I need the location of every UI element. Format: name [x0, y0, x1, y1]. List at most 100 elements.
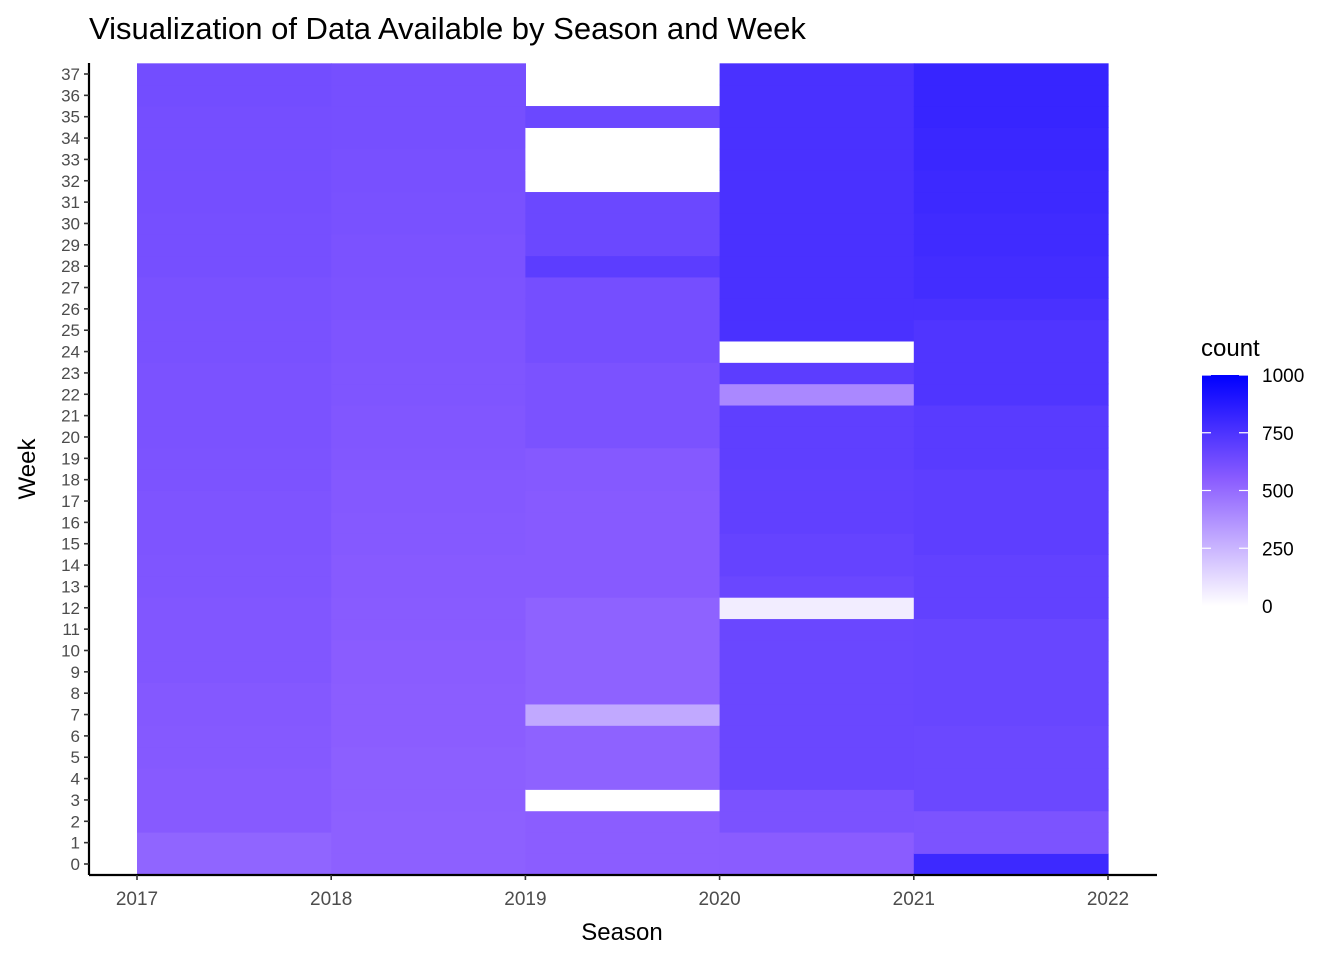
y-axis: 0123456789101112131415161718192021222324… [61, 63, 91, 875]
heatmap-tile [719, 447, 915, 470]
heatmap-tile [331, 212, 526, 235]
legend-tick-label: 1000 [1262, 366, 1304, 387]
heatmap-tile [137, 618, 332, 641]
heatmap-tile [331, 533, 526, 555]
heatmap-tile [137, 789, 332, 812]
y-tick-label: 30 [61, 214, 80, 233]
heatmap-tile [913, 148, 1109, 171]
heatmap-tile [331, 639, 526, 662]
heatmap-tile [331, 767, 526, 790]
y-tick-label: 7 [71, 706, 80, 725]
legend-tick-label: 0 [1262, 597, 1273, 618]
heatmap-tile [719, 298, 915, 321]
y-tick-label: 25 [61, 321, 80, 340]
heatmap-tile [913, 746, 1109, 769]
heatmap-tile [331, 490, 526, 513]
heatmap-tile [331, 383, 526, 406]
heatmap-tile [137, 63, 332, 86]
y-tick-label: 4 [71, 770, 80, 789]
chart-title: Visualization of Data Available by Seaso… [89, 11, 806, 46]
y-tick-label: 5 [71, 748, 80, 767]
heatmap-tile [137, 767, 332, 790]
heatmap-tile [525, 319, 721, 342]
x-tick-label: 2017 [116, 889, 158, 910]
heatmap-tile [137, 597, 332, 620]
y-tick-label: 24 [61, 343, 80, 362]
heatmap-tile [525, 383, 721, 406]
heatmap-tile [331, 575, 526, 598]
heatmap-tile [913, 725, 1109, 748]
heatmap-tile [331, 789, 526, 812]
heatmap-tile [719, 426, 915, 449]
heatmap-tile [913, 703, 1109, 726]
heatmap-tile [913, 298, 1109, 321]
heatmap-tile [137, 661, 332, 684]
y-axis-label: Week [14, 438, 41, 500]
y-tick-label: 33 [61, 150, 80, 169]
y-tick-label: 11 [62, 620, 80, 639]
heatmap-tile [137, 127, 332, 150]
x-tick-label: 2022 [1087, 889, 1129, 910]
heatmap-tile [525, 575, 721, 598]
y-tick-label: 3 [71, 791, 80, 810]
heatmap-tile [719, 554, 915, 577]
legend-tick-label: 500 [1262, 482, 1294, 503]
heatmap-tile [525, 703, 721, 726]
y-tick-label: 28 [61, 257, 80, 276]
heatmap-tile [913, 212, 1109, 235]
heatmap-tile [913, 490, 1109, 513]
heatmap-tile [719, 511, 915, 534]
y-tick-label: 26 [61, 300, 80, 319]
y-tick-label: 31 [61, 193, 80, 212]
x-tick-label: 2021 [893, 889, 935, 910]
legend-title: count [1201, 335, 1260, 362]
heatmap-tile [719, 469, 915, 491]
y-tick-label: 29 [61, 236, 80, 255]
heatmap-tile [719, 212, 915, 235]
heatmap-tile [331, 319, 526, 342]
heatmap-tile [525, 212, 721, 235]
heatmap-tile [913, 319, 1109, 342]
heatmap-tile [137, 191, 332, 214]
heatmap-tile [913, 191, 1109, 214]
heatmap-tile [525, 404, 721, 427]
heatmap-tile [137, 575, 332, 598]
heatmap-tile [913, 404, 1109, 427]
heatmap-tile [719, 490, 915, 513]
heatmap-tile [913, 362, 1109, 385]
heatmap-tile [525, 276, 721, 299]
heatmap-tile [525, 426, 721, 449]
heatmap-tile [331, 618, 526, 641]
heatmap-tile [331, 682, 526, 705]
heatmap-tile [331, 597, 526, 620]
heatmap-tile [137, 276, 332, 299]
heatmap-tile [137, 725, 332, 748]
heatmap-tile [137, 212, 332, 235]
heatmap-tile [137, 383, 332, 406]
heatmap-tile [331, 426, 526, 449]
heatmap-tile [137, 298, 332, 321]
heatmap-tile [331, 554, 526, 577]
heatmap-tile [525, 447, 721, 470]
heatmap-tile [719, 404, 915, 427]
heatmap-tile [913, 853, 1109, 876]
heatmap-tile [331, 469, 526, 491]
heatmap-tile [331, 276, 526, 299]
heatmap-tile [331, 84, 526, 107]
y-tick-label: 37 [61, 65, 80, 84]
y-tick-label: 2 [71, 812, 80, 831]
heatmap-tile [331, 191, 526, 214]
heatmap-tile [913, 469, 1109, 491]
y-tick-label: 1 [71, 834, 80, 853]
heatmap-tiles [137, 63, 1109, 876]
heatmap-tile [137, 490, 332, 513]
heatmap-tile [719, 362, 915, 385]
heatmap-tile [719, 106, 915, 128]
y-tick-label: 27 [61, 279, 80, 298]
x-tick-label: 2019 [504, 889, 546, 910]
heatmap-tile [525, 148, 721, 171]
heatmap-tile [137, 234, 332, 257]
heatmap-tile [331, 746, 526, 769]
heatmap-tile [719, 661, 915, 684]
